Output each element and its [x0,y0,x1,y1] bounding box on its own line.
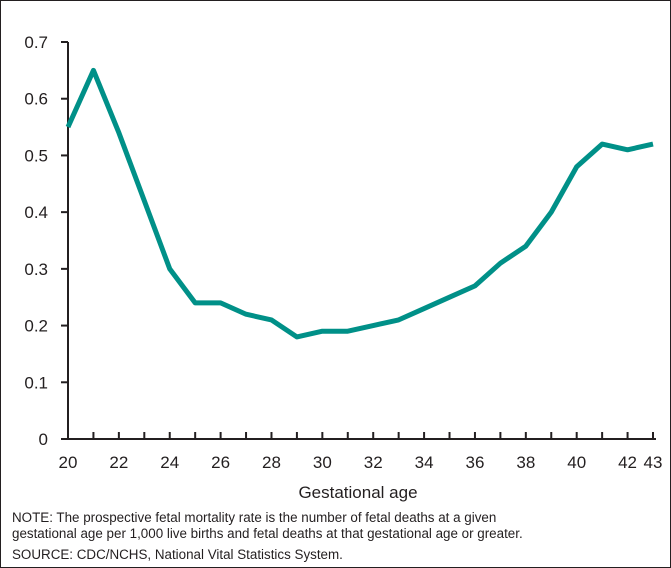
x-axis-title: Gestational age [298,483,417,502]
y-tick-label: 0.4 [24,203,48,222]
x-tick-label: 42 [618,453,637,472]
x-tick-label: 28 [262,453,281,472]
note-line-2: gestational age per 1,000 live births an… [12,526,523,541]
x-tick-label: 30 [313,453,332,472]
y-tick-label: 0.7 [24,33,48,52]
y-tick-label: 0.1 [24,373,48,392]
note-line-1: NOTE: The prospective fetal mortality ra… [12,510,497,525]
x-tick-label: 20 [59,453,78,472]
x-tick-label: 32 [364,453,383,472]
x-tick-label: 22 [109,453,128,472]
x-tick-label: 34 [415,453,434,472]
y-tick-label: 0.3 [24,260,48,279]
source-line: SOURCE: CDC/NCHS, National Vital Statist… [12,547,343,562]
x-tick-label: 36 [465,453,484,472]
y-tick-label: 0 [39,430,48,449]
x-tick-label: 40 [567,453,586,472]
y-tick-label: 0.5 [24,146,48,165]
x-tick-label: 43 [644,453,663,472]
x-tick-label: 26 [211,453,230,472]
y-tick-label: 0.6 [24,90,48,109]
series-line [65,67,654,340]
x-tick-label: 24 [160,453,179,472]
y-tick-label: 0.2 [24,317,48,336]
x-tick-label: 38 [516,453,535,472]
